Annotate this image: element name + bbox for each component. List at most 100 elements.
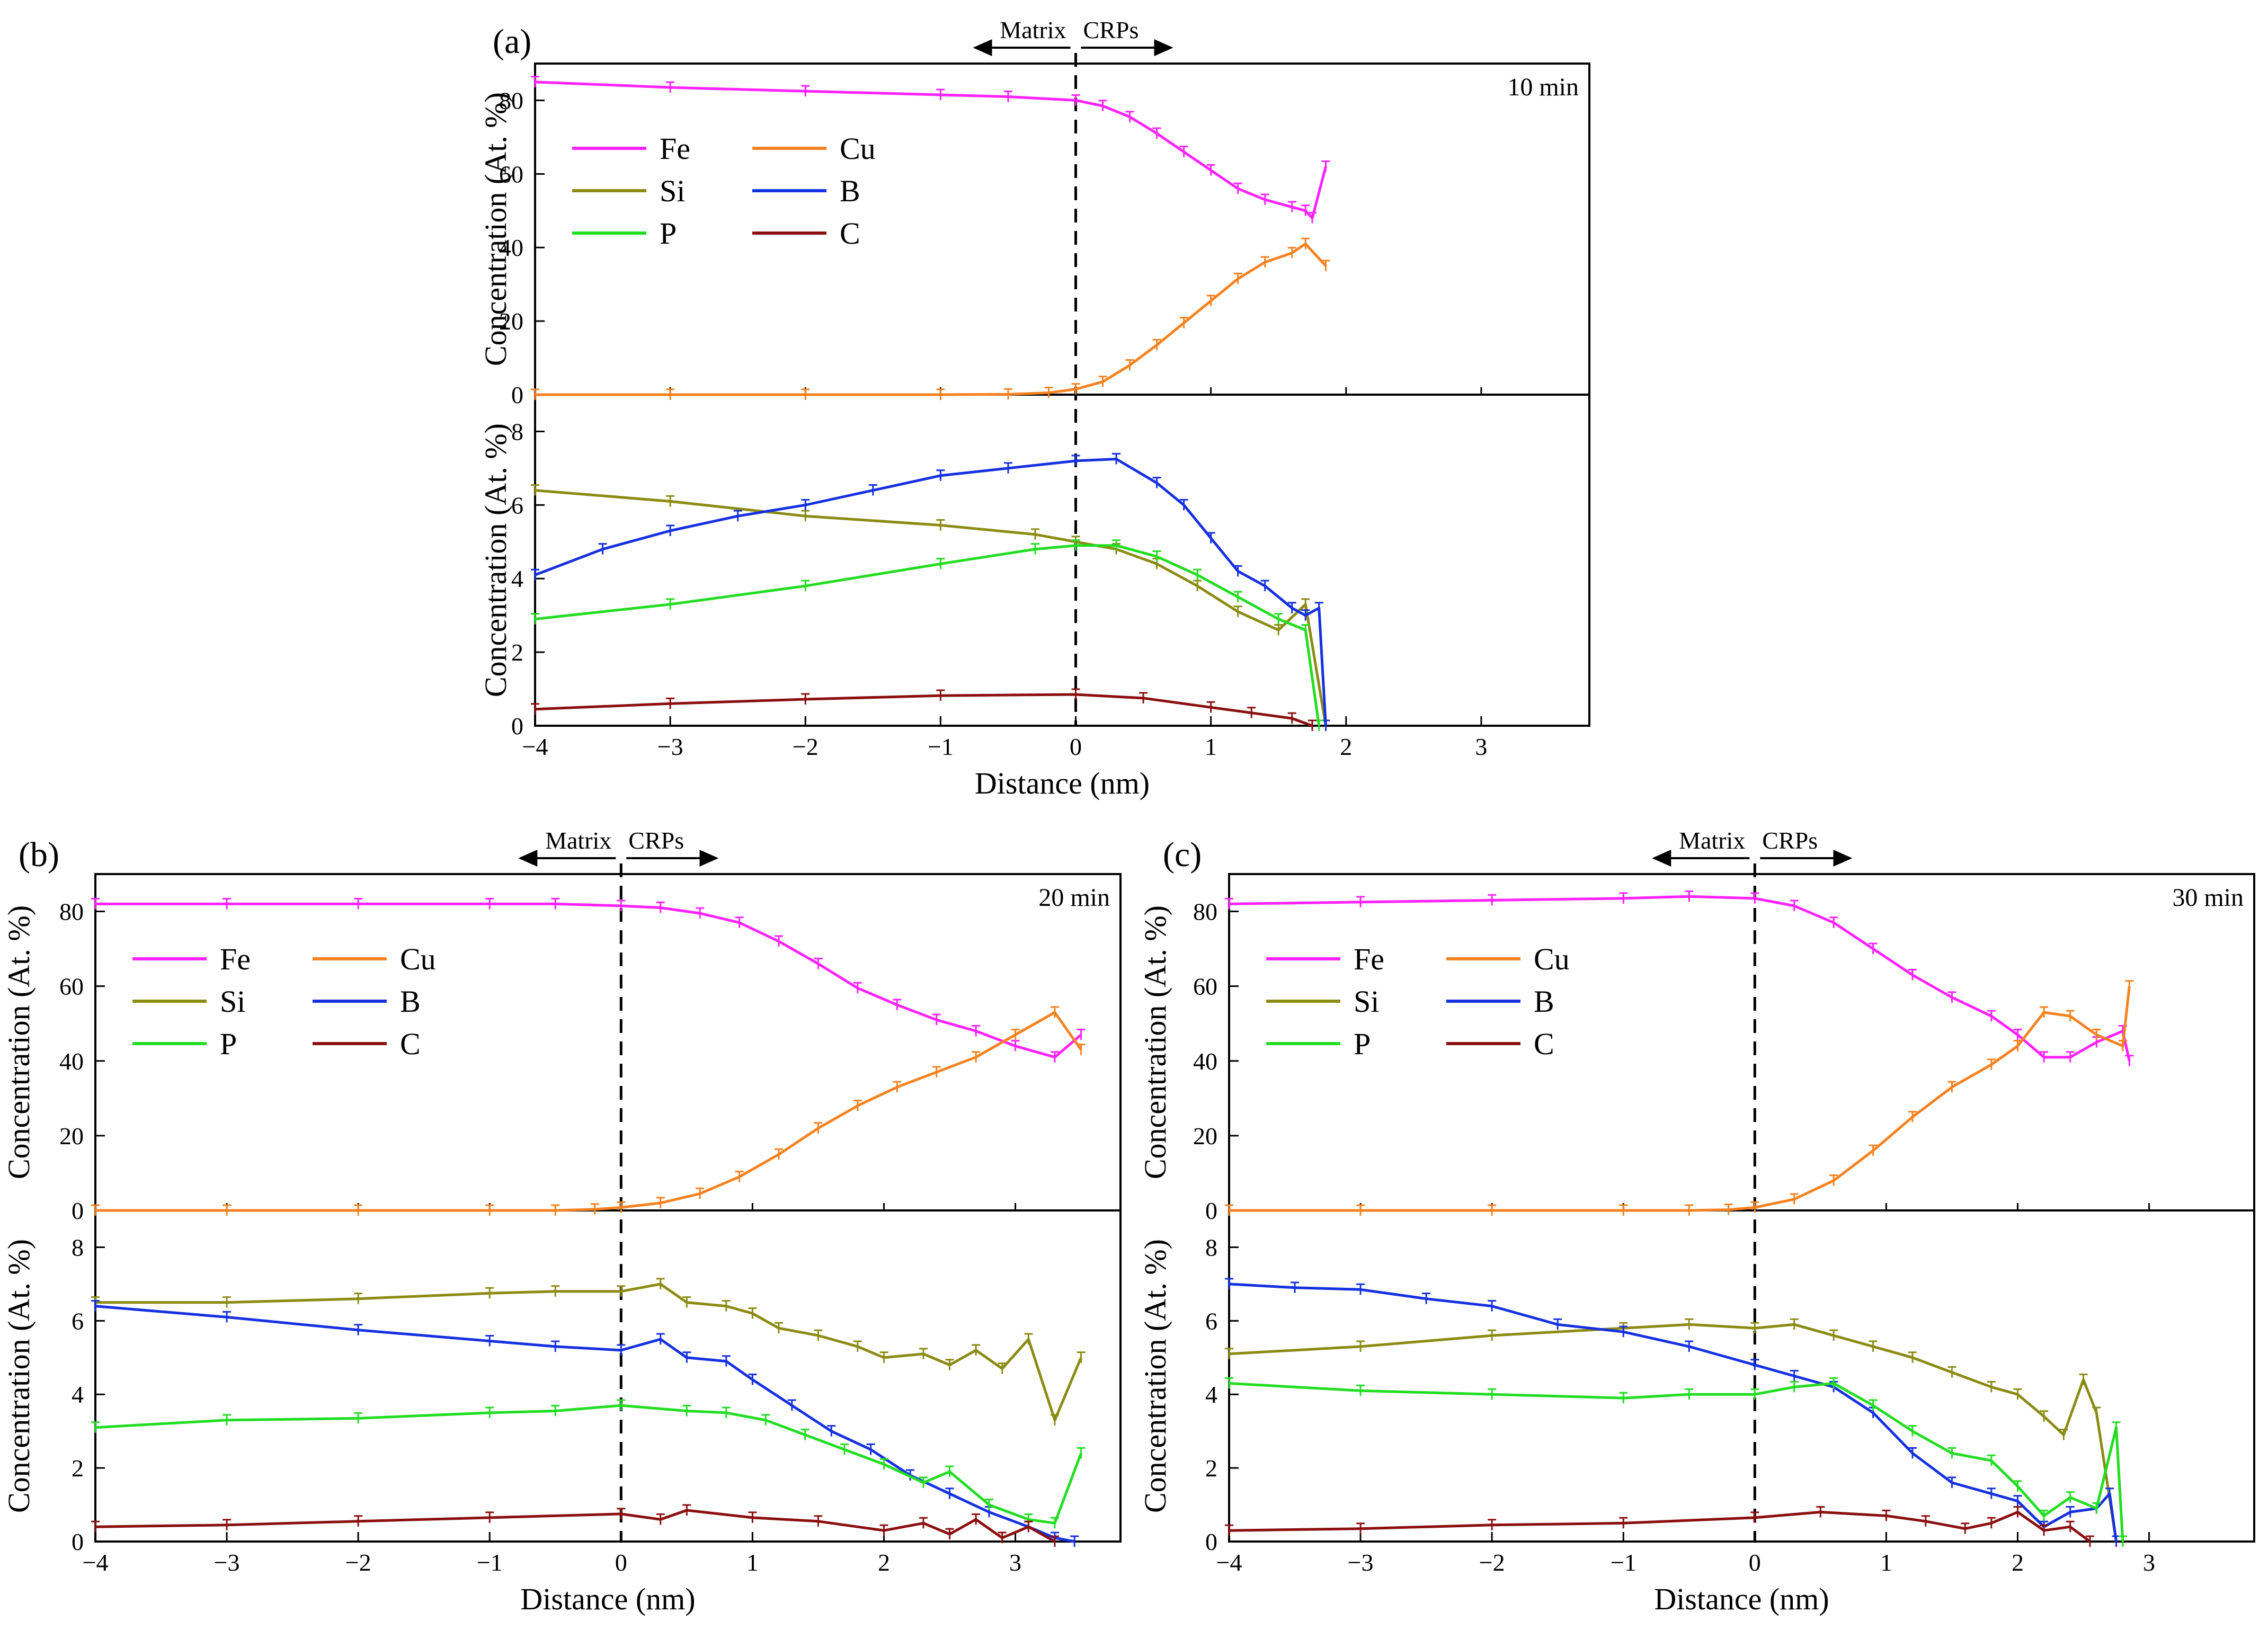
y-tick-label: 4 <box>1205 1381 1217 1408</box>
legend-label-c: C <box>1534 1027 1554 1061</box>
x-tick-label: 3 <box>1475 733 1487 760</box>
x-tick-label: −1 <box>928 733 954 760</box>
y-axis-label: Concentration (At. %) <box>2 1239 36 1513</box>
legend-label-si: Si <box>220 984 245 1019</box>
time-label: 20 min <box>1038 884 1110 912</box>
y-tick-label: 8 <box>72 1234 84 1261</box>
series-line-fe <box>535 81 1327 220</box>
y-tick-label: 0 <box>1205 1528 1217 1555</box>
series-line-cu <box>1229 986 2131 1212</box>
y-tick-label: 6 <box>511 492 523 519</box>
y-tick-label: 2 <box>511 639 523 666</box>
series-line-c <box>1229 1510 2091 1543</box>
y-tick-label: 0 <box>72 1528 84 1555</box>
panel-label: (c) <box>1163 835 1202 874</box>
legend-label-b: B <box>1534 984 1554 1019</box>
series-line-p <box>1229 1382 2124 1542</box>
y-tick-label: 4 <box>511 565 523 592</box>
y-tick-label: 2 <box>1205 1455 1217 1482</box>
legend-label-c: C <box>840 216 860 251</box>
y-axis-label: Concentration (At. %) <box>478 92 513 366</box>
y-tick-label: 20 <box>1193 1123 1217 1150</box>
time-label: 30 min <box>2172 884 2244 912</box>
legend-label-p: P <box>660 216 677 251</box>
matrix-label: Matrix <box>1000 16 1066 43</box>
x-tick-label: −4 <box>522 733 548 760</box>
x-tick-label: −2 <box>1479 1549 1505 1576</box>
legend-label-p: P <box>1354 1027 1371 1061</box>
series-line-c <box>535 693 1313 727</box>
series-line-c <box>95 1509 1056 1543</box>
legend-label-fe: Fe <box>660 131 690 166</box>
x-tick-label: −3 <box>657 733 683 760</box>
y-tick-label: 8 <box>1205 1234 1217 1261</box>
x-tick-label: 2 <box>2012 1549 2024 1576</box>
x-axis-label: Distance (nm) <box>975 766 1150 800</box>
y-tick-label: 60 <box>59 973 84 1000</box>
legend-label-cu: Cu <box>1534 942 1570 976</box>
y-tick-label: 60 <box>499 161 523 188</box>
series-line-p <box>535 544 1321 726</box>
legend-label-b: B <box>840 174 860 208</box>
x-tick-label: −1 <box>477 1549 503 1576</box>
series-line-p <box>95 1404 1082 1525</box>
y-tick-label: 80 <box>59 898 84 925</box>
y-tick-label: 20 <box>499 308 523 335</box>
x-tick-label: −1 <box>1611 1549 1636 1576</box>
x-tick-label: 3 <box>1009 1549 1021 1576</box>
y-tick-label: 80 <box>1193 898 1217 925</box>
legend-label-fe: Fe <box>220 942 251 976</box>
legend-label-cu: Cu <box>840 131 876 166</box>
x-tick-label: 1 <box>746 1549 759 1576</box>
y-tick-label: 40 <box>1193 1048 1217 1075</box>
legend-label-cu: Cu <box>400 942 436 976</box>
y-axis-label: Concentration (At. %) <box>1138 1239 1172 1513</box>
series-line-si <box>1229 1323 2118 1542</box>
series-line-cu <box>95 1011 1082 1212</box>
y-tick-label: 6 <box>72 1307 84 1334</box>
x-tick-label: −3 <box>214 1549 240 1576</box>
panel-label: (b) <box>19 835 59 874</box>
crps-label: CRPs <box>628 827 684 854</box>
series-line-cu <box>535 242 1327 396</box>
legend-label-si: Si <box>660 174 685 208</box>
legend-label-fe: Fe <box>1354 942 1384 976</box>
y-tick-label: 6 <box>1205 1307 1217 1334</box>
y-tick-label: 80 <box>499 87 523 114</box>
x-axis-label: Distance (nm) <box>1654 1582 1829 1616</box>
y-tick-label: 20 <box>59 1123 84 1150</box>
x-tick-label: −2 <box>345 1549 371 1576</box>
matrix-label: Matrix <box>1679 827 1745 854</box>
y-tick-label: 0 <box>72 1197 84 1224</box>
series-line-si <box>95 1282 1082 1422</box>
y-tick-label: 8 <box>511 418 523 445</box>
legend-label-si: Si <box>1354 984 1379 1019</box>
series-line-b <box>95 1305 1075 1543</box>
y-tick-label: 4 <box>72 1381 84 1408</box>
x-tick-label: −2 <box>793 733 819 760</box>
y-tick-label: 40 <box>499 234 523 261</box>
legend-label-c: C <box>400 1027 421 1061</box>
time-label: 10 min <box>1507 73 1579 101</box>
y-tick-label: 40 <box>59 1048 84 1075</box>
y-tick-label: 0 <box>511 381 523 408</box>
legend-label-p: P <box>220 1027 237 1061</box>
x-tick-label: 0 <box>615 1549 627 1576</box>
crps-label: CRPs <box>1083 16 1139 43</box>
x-axis-label: Distance (nm) <box>520 1582 695 1616</box>
y-tick-label: 60 <box>1193 973 1217 1000</box>
matrix-label: Matrix <box>545 827 611 854</box>
x-tick-label: −4 <box>83 1549 109 1576</box>
x-tick-label: 2 <box>1340 733 1352 760</box>
x-tick-label: −4 <box>1216 1549 1242 1576</box>
y-tick-label: 2 <box>72 1455 84 1482</box>
y-tick-label: 0 <box>511 712 523 740</box>
y-axis-label: Concentration (At. %) <box>1138 905 1172 1179</box>
x-tick-label: −3 <box>1348 1549 1374 1576</box>
x-tick-label: 3 <box>2143 1549 2155 1576</box>
x-tick-label: 1 <box>1880 1549 1892 1576</box>
